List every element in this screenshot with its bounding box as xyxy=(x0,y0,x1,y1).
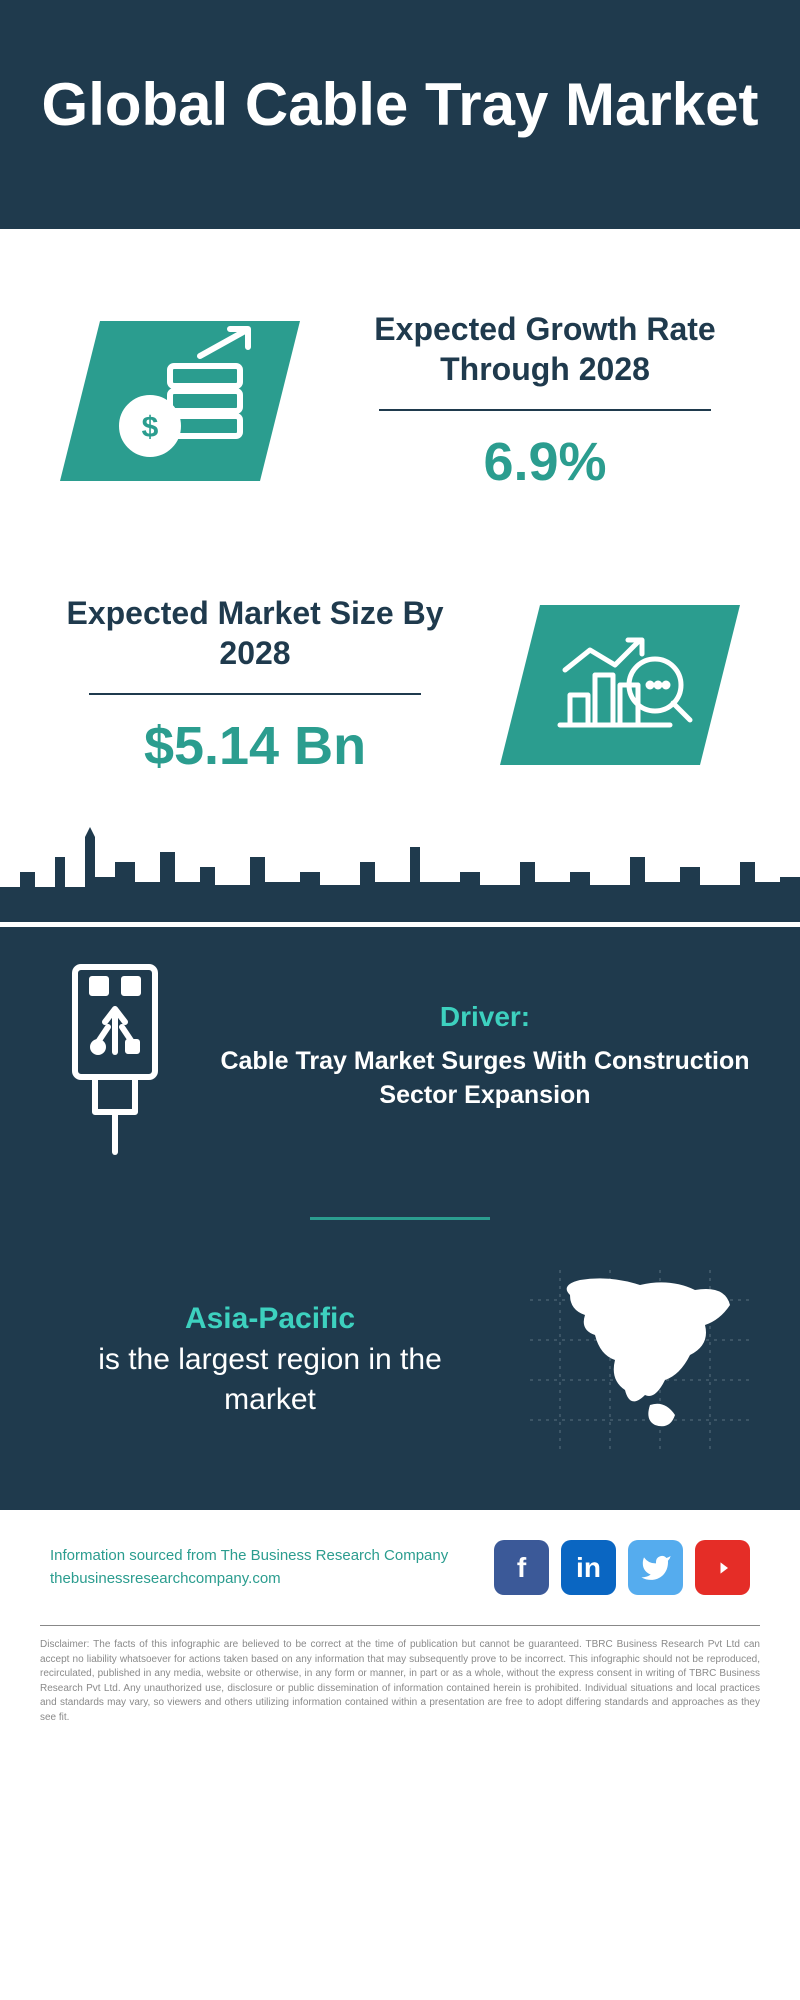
disclaimer-block: Disclaimer: The facts of this infographi… xyxy=(0,1615,800,1765)
skyline-silhouette xyxy=(0,827,800,922)
market-analysis-icon xyxy=(500,595,740,775)
dark-section: Driver: Cable Tray Market Surges With Co… xyxy=(0,927,800,1510)
region-rest: is the largest region in the market xyxy=(98,1343,442,1417)
driver-description: Cable Tray Market Surges With Constructi… xyxy=(220,1045,750,1113)
growth-money-icon: $ xyxy=(60,311,300,491)
disclaimer-text: Disclaimer: The facts of this infographi… xyxy=(40,1638,760,1725)
stat-growth-text: Expected Growth Rate Through 2028 6.9% xyxy=(350,309,740,493)
footer-source: Information sourced from The Business Re… xyxy=(0,1510,800,1615)
region-highlight: Asia-Pacific xyxy=(185,1302,355,1335)
svg-text:$: $ xyxy=(142,411,159,444)
stat-divider xyxy=(379,409,711,411)
page-title: Global Cable Tray Market xyxy=(40,70,760,139)
linkedin-icon[interactable]: in xyxy=(561,1540,616,1595)
header-gap xyxy=(0,229,800,259)
stat-growth-label: Expected Growth Rate Through 2028 xyxy=(350,309,740,389)
stat-size-label: Expected Market Size By 2028 xyxy=(60,593,450,673)
youtube-icon[interactable] xyxy=(695,1540,750,1595)
driver-label: Driver: xyxy=(220,1001,750,1033)
stat-size-value: $5.14 Bn xyxy=(60,715,450,777)
facebook-icon[interactable]: f xyxy=(494,1540,549,1595)
driver-text: Driver: Cable Tray Market Surges With Co… xyxy=(220,1001,750,1113)
stat-growth-rate: $ Expected Growth Rate Through 2028 6.9% xyxy=(0,259,800,543)
twitter-icon[interactable] xyxy=(628,1540,683,1595)
social-icons: f in xyxy=(494,1540,750,1595)
driver-row: Driver: Cable Tray Market Surges With Co… xyxy=(50,957,750,1157)
stat-size-text: Expected Market Size By 2028 $5.14 Bn xyxy=(60,593,450,777)
map-icon xyxy=(530,1270,750,1450)
source-text: Information sourced from The Business Re… xyxy=(50,1545,448,1590)
stat-market-size: Expected Market Size By 2028 $5.14 Bn xyxy=(0,543,800,827)
disclaimer-rule xyxy=(40,1625,760,1626)
header: Global Cable Tray Market xyxy=(0,0,800,229)
stat-divider xyxy=(89,693,421,695)
stat-growth-value: 6.9% xyxy=(350,431,740,493)
source-line2: thebusinessresearchcompany.com xyxy=(50,1568,448,1591)
region-row: Asia-Pacific is the largest region in th… xyxy=(50,1270,750,1450)
source-line1: Information sourced from The Business Re… xyxy=(50,1545,448,1568)
usb-cable-icon xyxy=(50,957,180,1157)
region-text: Asia-Pacific is the largest region in th… xyxy=(50,1299,490,1421)
region-divider xyxy=(310,1217,490,1220)
